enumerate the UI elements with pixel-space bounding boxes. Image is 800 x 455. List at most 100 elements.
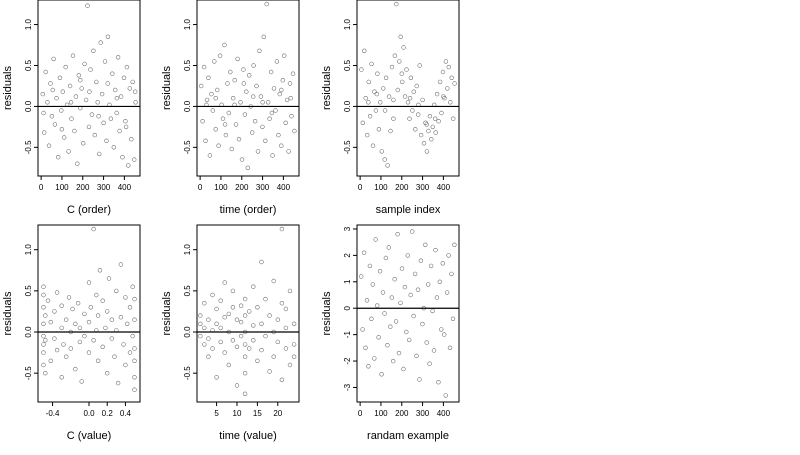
y-tick-label: 0.0: [183, 100, 192, 112]
data-point: [431, 348, 437, 353]
data-point: [231, 95, 236, 101]
data-point: [206, 354, 211, 359]
data-point: [123, 362, 128, 368]
data-point: [398, 34, 403, 39]
data-point: [382, 157, 387, 162]
data-point: [226, 362, 232, 368]
data-point: [429, 137, 434, 142]
data-point: [114, 95, 120, 101]
data-point: [408, 75, 414, 81]
data-point: [101, 120, 106, 126]
data-point: [123, 295, 128, 300]
x-tick-label: 0.4: [120, 409, 132, 418]
data-point: [234, 383, 240, 388]
data-point: [283, 306, 289, 312]
data-point: [43, 69, 48, 75]
data-point: [247, 346, 252, 351]
data-point: [223, 132, 229, 138]
panel-random-example: 0 100 200 300 400 -3 -2 -1 0 1 2 3 randam example res…: [321, 224, 460, 442]
data-point: [436, 118, 441, 124]
data-point: [445, 86, 450, 91]
data-point: [401, 366, 406, 372]
data-point: [363, 345, 368, 350]
data-point: [268, 69, 274, 75]
data-point: [365, 132, 370, 138]
data-point: [127, 86, 133, 91]
data-point: [115, 380, 121, 386]
data-point: [41, 321, 46, 326]
data-point: [105, 81, 110, 86]
data-point: [405, 253, 410, 258]
data-point: [104, 138, 109, 144]
data-point: [283, 120, 288, 126]
data-point: [376, 127, 382, 132]
data-point: [263, 138, 268, 144]
data-point: [54, 290, 60, 295]
data-point: [94, 292, 99, 298]
data-point: [61, 135, 67, 140]
data-point: [200, 118, 205, 124]
data-point: [251, 284, 256, 289]
data-point: [418, 258, 424, 263]
data-point: [68, 100, 74, 105]
data-point: [48, 358, 53, 363]
data-point: [236, 137, 242, 142]
data-point: [41, 333, 46, 339]
data-point: [41, 342, 46, 347]
data-point: [452, 81, 457, 86]
data-point: [51, 56, 56, 62]
panel-time-order: 0 100 200 300 400 -0.5 0.0 0.5 1.0 time (order) re…: [161, 0, 300, 216]
data-point: [393, 319, 399, 324]
data-point: [239, 157, 245, 162]
data-point: [291, 321, 297, 326]
data-point: [222, 122, 228, 127]
data-point: [283, 325, 289, 331]
data-point: [203, 138, 208, 144]
data-point: [414, 353, 419, 358]
data-point: [395, 232, 400, 237]
data-point: [410, 229, 415, 234]
data-point: [451, 116, 456, 121]
y-tick-label: -0.5: [343, 140, 352, 154]
data-point: [449, 271, 454, 277]
data-point: [100, 298, 105, 303]
y-tick-label: -1: [343, 331, 352, 339]
data-point: [199, 83, 204, 89]
x-tick-label: 200: [395, 409, 409, 418]
data-point: [114, 288, 119, 294]
data-point: [198, 333, 203, 339]
data-point: [416, 112, 421, 117]
data-point: [260, 100, 265, 105]
data-point: [399, 266, 405, 271]
data-point: [242, 354, 248, 359]
data-point: [59, 325, 64, 331]
data-point: [77, 339, 83, 345]
x-axis-label: C (value): [67, 430, 112, 442]
data-point: [238, 100, 243, 105]
data-point: [402, 94, 408, 99]
data-point: [434, 295, 440, 300]
x-tick-label: 100: [214, 183, 228, 192]
data-point: [286, 149, 291, 154]
data-point: [275, 339, 280, 345]
data-point: [124, 321, 130, 326]
data-point: [287, 81, 293, 86]
data-point: [73, 321, 78, 326]
data-point: [437, 279, 442, 284]
data-point: [242, 371, 248, 376]
data-point: [49, 113, 55, 119]
x-tick-label: -0.4: [46, 409, 60, 418]
data-point: [217, 53, 223, 58]
data-point: [247, 73, 252, 78]
data-point: [279, 226, 285, 232]
data-point: [73, 94, 79, 99]
data-point: [359, 274, 364, 279]
data-point: [127, 305, 133, 310]
y-tick-label: 0.5: [343, 59, 352, 71]
data-point: [104, 371, 110, 376]
y-tick-label: 0.0: [183, 326, 192, 338]
data-point: [202, 301, 207, 306]
data-point: [132, 296, 137, 302]
data-point: [41, 284, 46, 289]
data-point: [88, 305, 94, 310]
